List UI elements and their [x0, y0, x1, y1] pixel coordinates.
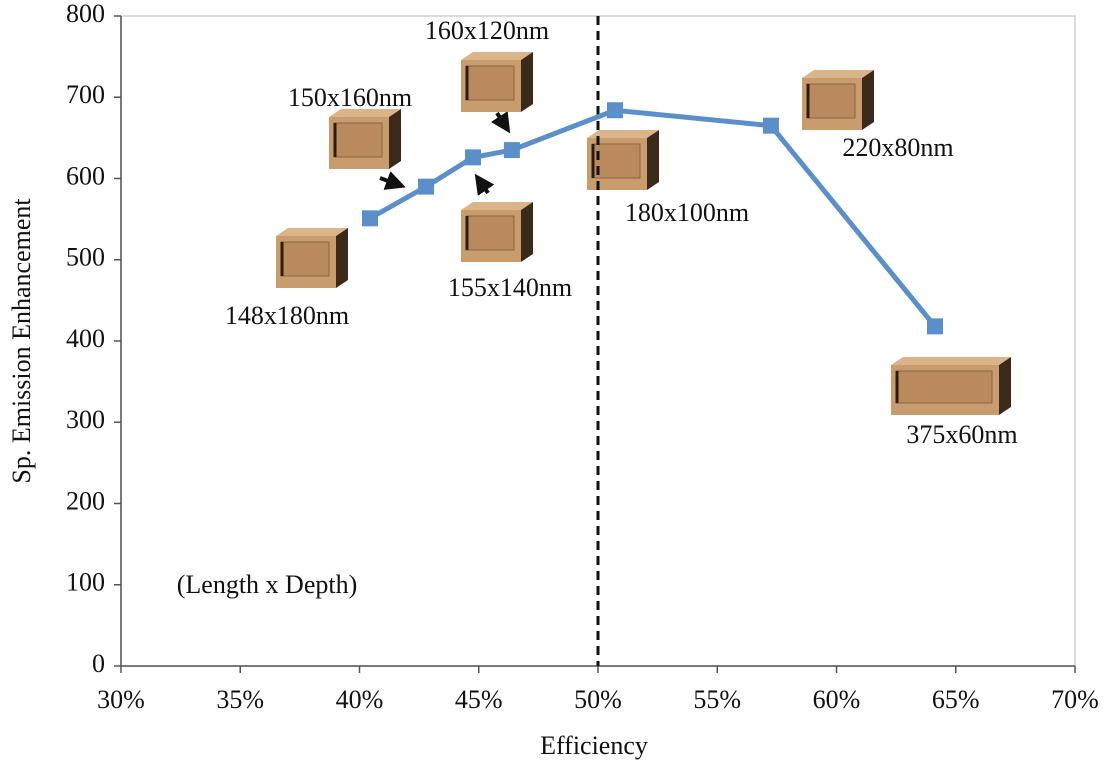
y-tick-label: 0	[92, 649, 105, 678]
data-marker	[606, 102, 623, 119]
x-tick-label: 30%	[97, 685, 145, 714]
box-cavity	[465, 65, 515, 101]
box-top	[329, 109, 401, 117]
box-cavity	[895, 370, 993, 404]
nanobox-icon	[802, 70, 874, 130]
data-marker	[762, 117, 779, 134]
x-axis-title: Efficiency	[540, 731, 648, 760]
x-tick-label: 55%	[693, 685, 741, 714]
annotation: 160x120nm	[425, 16, 549, 45]
x-tick-label: 70%	[1051, 685, 1099, 714]
annotation: 220x80nm	[842, 133, 953, 162]
y-tick-label: 400	[66, 324, 105, 353]
nanobox-icon	[891, 357, 1011, 415]
nanobox-icon	[587, 130, 659, 190]
x-tick-label: 40%	[336, 685, 384, 714]
box-top	[461, 52, 533, 60]
box-cavity	[280, 241, 330, 277]
box-top	[802, 70, 874, 78]
box-cavity	[333, 122, 383, 158]
box-side	[336, 228, 348, 288]
x-tick-label: 65%	[932, 685, 980, 714]
arrow	[490, 111, 511, 134]
x-tick-label: 45%	[455, 685, 503, 714]
data-marker	[418, 178, 435, 195]
y-tick-label: 500	[66, 243, 105, 272]
icons	[276, 52, 1011, 415]
box-top	[276, 228, 348, 236]
box-side	[647, 130, 659, 190]
nanobox-icon	[461, 52, 533, 112]
data-marker	[503, 142, 520, 159]
box-top	[461, 202, 533, 210]
y-tick-label: 600	[66, 161, 105, 190]
box-side	[389, 109, 401, 169]
data-marker	[927, 318, 944, 335]
x-tick-label: 60%	[813, 685, 861, 714]
nanobox-icon	[461, 202, 533, 262]
y-tick-label: 100	[66, 568, 105, 597]
arrow	[379, 171, 406, 190]
box-side	[999, 357, 1011, 415]
box-cavity	[591, 143, 641, 179]
annotation: 180x100nm	[625, 198, 749, 227]
annotation: (Length x Depth)	[177, 570, 358, 599]
box-side	[521, 52, 533, 112]
nanobox-icon	[276, 228, 348, 288]
annotation: 150x160nm	[288, 83, 412, 112]
box-cavity	[806, 83, 856, 119]
box-side	[862, 70, 874, 130]
box-top	[587, 130, 659, 138]
data-marker	[361, 210, 378, 227]
annotation: 155x140nm	[448, 273, 572, 302]
y-tick-label: 700	[66, 80, 105, 109]
annotation: 148x180nm	[225, 301, 349, 330]
y-axis-title: Sp. Emission Enhancement	[7, 198, 36, 484]
data-marker	[465, 149, 482, 166]
x-tick-label: 50%	[574, 685, 622, 714]
nanobox-icon	[329, 109, 401, 169]
arrow	[474, 173, 495, 196]
box-top	[891, 357, 1011, 365]
x-tick-label: 35%	[216, 685, 264, 714]
y-tick-label: 200	[66, 486, 105, 515]
box-cavity	[465, 215, 515, 251]
y-tick-label: 800	[66, 0, 105, 28]
box-side	[521, 202, 533, 262]
annotation: 375x60nm	[906, 420, 1017, 449]
y-tick-label: 300	[66, 405, 105, 434]
